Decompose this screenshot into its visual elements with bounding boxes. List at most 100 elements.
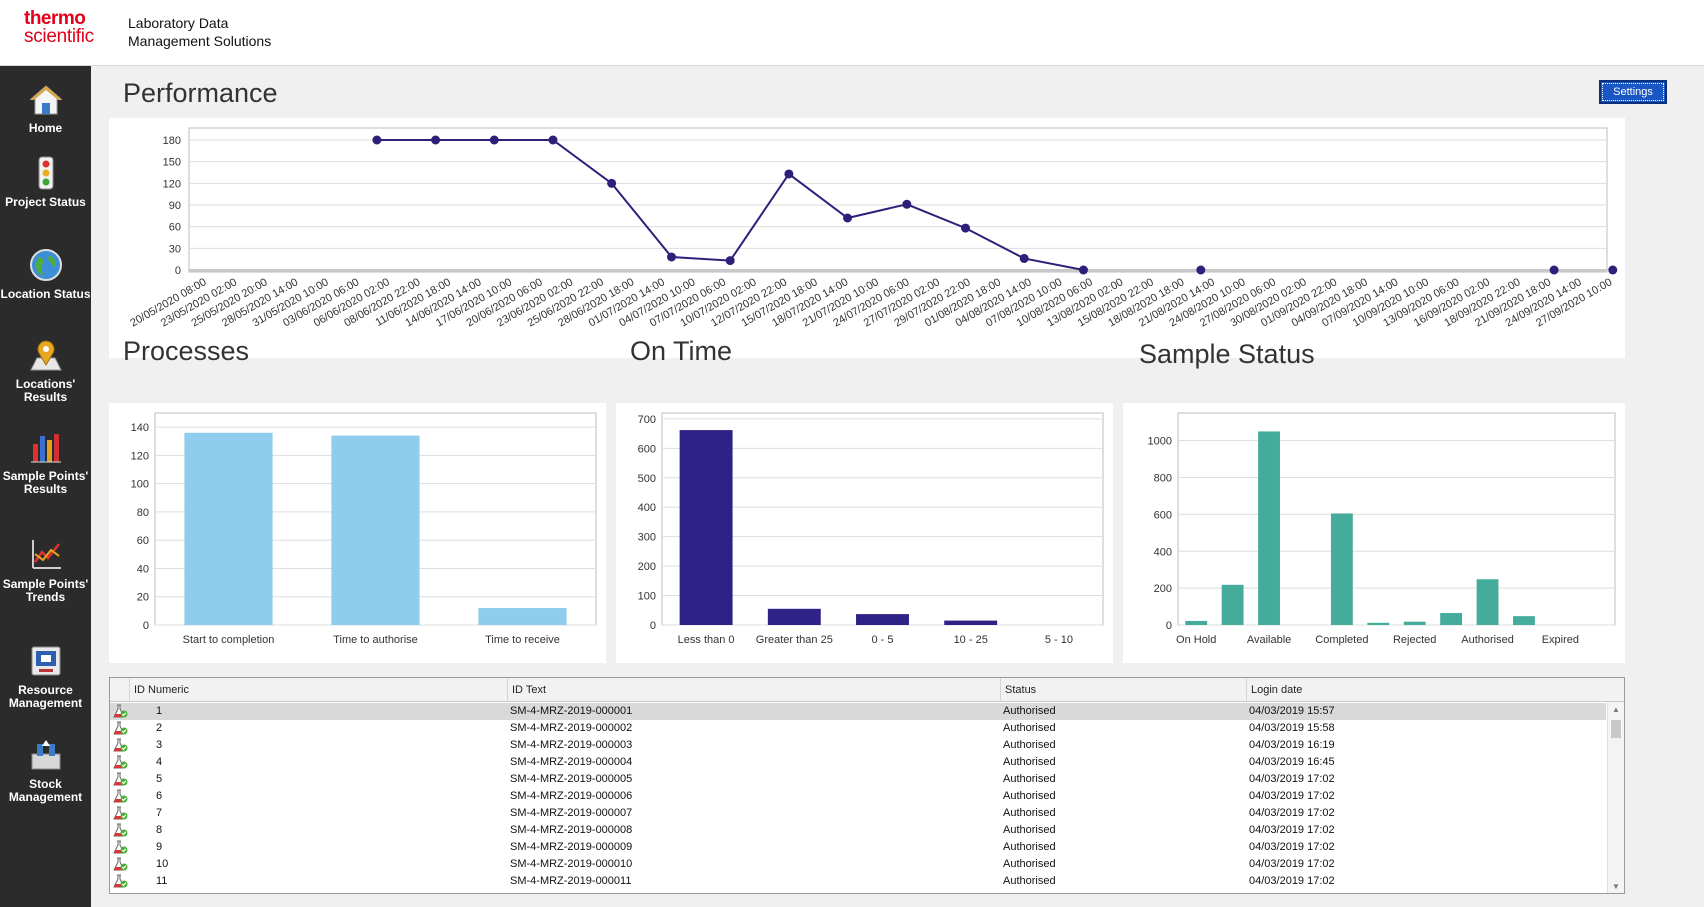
cell-login-date: 04/03/2019 17:02 [1249,807,1335,819]
dashboard-main: Performance Settings 0 30 60 90 120 150 180 20/… [91,66,1704,907]
bar[interactable] [1330,513,1353,625]
table-row[interactable]: 3 SM-4-MRZ-2019-000003 Authorised 04/03/201… [110,737,1606,754]
grid-header-status[interactable]: Status [1001,678,1247,702]
x-tick-label: 0 - 5 [871,634,893,646]
scroll-up-arrow-icon[interactable]: ▲ [1612,705,1620,714]
y-tick-label: 700 [638,414,656,426]
y-tick-label: 120 [131,450,149,462]
bar[interactable] [1221,584,1244,625]
y-tick-label: 300 [638,532,656,544]
cell-login-date: 04/03/2019 17:02 [1249,858,1335,870]
data-point[interactable] [725,256,735,266]
data-point[interactable] [667,252,677,262]
table-row[interactable]: 9 SM-4-MRZ-2019-000009 Authorised 04/03/201… [110,839,1606,856]
y-tick-label: 30 [169,243,181,255]
cell-id-numeric: 6 [156,790,163,802]
bar[interactable] [679,430,733,625]
cell-id-text: SM-4-MRZ-2019-000011 [510,875,632,887]
data-point[interactable] [607,178,617,188]
y-tick-label: 90 [169,200,181,212]
nav-sample-points-trends[interactable]: Sample Points' Trends [0,538,91,604]
y-tick-label: 600 [1154,509,1172,521]
nav-location-status[interactable]: Location Status [0,248,91,301]
data-point[interactable] [548,135,558,145]
plot-area [188,127,1608,273]
nav-home[interactable]: Home [0,84,91,135]
data-point[interactable] [1549,265,1559,275]
nav-stock-management[interactable]: Stock Management [0,738,91,804]
cell-login-date: 04/03/2019 17:02 [1249,824,1335,836]
table-row[interactable]: 1 SM-4-MRZ-2019-000001 Authorised 04/03/201… [110,703,1606,720]
nav-sample-points-results[interactable]: Sample Points' Results [0,430,91,496]
data-point[interactable] [902,199,912,209]
nav-location-status-label: Location Status [0,287,91,301]
samples-grid: ID Numeric ID Text Status Login date 1 SM… [109,677,1625,894]
settings-button[interactable]: Settings [1599,80,1667,104]
bar[interactable] [1367,622,1390,625]
nav-sample-points-trends-label: Sample Points' Trends [2,577,89,604]
data-point[interactable] [431,135,441,145]
cell-id-text: SM-4-MRZ-2019-000003 [510,739,633,751]
x-tick-label: Rejected [1393,634,1436,646]
y-tick-label: 200 [1154,583,1172,595]
nav-locations-results[interactable]: Locations' Results [0,338,91,404]
bar[interactable] [1440,613,1463,625]
y-tick-label: 60 [169,222,181,234]
sample-status-title: Sample Status [1139,339,1315,369]
sample-flask-icon [113,704,128,718]
grid-vertical-scrollbar[interactable]: ▲ ▼ [1607,702,1624,893]
nav-resource-management-label: Resource Management [8,683,83,710]
sample-status-bar-chart: 0 200 400 600 800 1000 On Hold Available Complet… [1148,412,1616,646]
data-point[interactable] [1019,253,1029,263]
table-row[interactable]: 11 SM-4-MRZ-2019-000011 Authorised 04/03/20… [110,873,1606,890]
cell-id-text: SM-4-MRZ-2019-000005 [510,773,633,785]
table-row[interactable]: 5 SM-4-MRZ-2019-000005 Authorised 04/03/201… [110,771,1606,788]
grid-header-id-text[interactable]: ID Text [508,678,1001,702]
sample-flask-icon [113,874,128,888]
data-point[interactable] [1078,265,1088,275]
data-point[interactable] [843,213,853,223]
bar[interactable] [1258,431,1280,625]
data-point[interactable] [372,135,382,145]
table-row[interactable]: 10 SM-4-MRZ-2019-000010 Authorised 04/03/20… [110,856,1606,873]
y-tick-label: 140 [131,422,149,434]
data-point[interactable] [961,223,971,233]
bar[interactable] [856,614,909,625]
data-point[interactable] [1608,265,1618,275]
grid-header-login-date[interactable]: Login date [1251,684,1303,696]
table-row[interactable]: 2 SM-4-MRZ-2019-000002 Authorised 04/03/201… [110,720,1606,737]
nav-resource-management[interactable]: Resource Management [0,644,91,710]
cell-id-numeric: 3 [156,739,163,751]
bar[interactable] [1403,621,1426,625]
x-tick-label: Start to completion [183,634,275,646]
scroll-down-arrow-icon[interactable]: ▼ [1612,882,1620,891]
bar[interactable] [767,608,821,625]
nav-project-status[interactable]: Project Status [0,156,91,209]
bar[interactable] [1513,616,1535,625]
table-row[interactable]: 6 SM-4-MRZ-2019-000006 Authorised 04/03/201… [110,788,1606,805]
x-tick-label: Available [1247,634,1291,646]
bar[interactable] [1185,620,1208,625]
table-row[interactable]: 7 SM-4-MRZ-2019-000007 Authorised 04/03/201… [110,805,1606,822]
data-point[interactable] [489,135,499,145]
grid-header-id-numeric[interactable]: ID Numeric [130,678,508,702]
bar[interactable] [1476,579,1499,625]
data-point[interactable] [784,169,794,179]
data-point[interactable] [1196,265,1206,275]
table-row[interactable]: 4 SM-4-MRZ-2019-000004 Authorised 04/03/201… [110,754,1606,771]
y-tick-label: 0 [650,620,656,632]
cell-id-text: SM-4-MRZ-2019-000009 [510,841,633,853]
bar[interactable] [184,432,273,625]
cell-status: Authorised [1003,739,1056,751]
on-time-chart-panel: 0 100 200 300 400 500 600 700 Less than 0 Greater… [616,403,1113,663]
map-pin-icon [29,340,62,371]
cell-id-text: SM-4-MRZ-2019-000002 [510,722,633,734]
y-tick-label: 120 [163,178,181,190]
bar[interactable] [331,435,420,625]
bar[interactable] [478,608,567,625]
scroll-thumb[interactable] [1611,720,1621,738]
sample-flask-icon [113,721,128,735]
bar[interactable] [944,620,998,625]
cell-id-text: SM-4-MRZ-2019-000010 [510,858,633,870]
table-row[interactable]: 8 SM-4-MRZ-2019-000008 Authorised 04/03/201… [110,822,1606,839]
